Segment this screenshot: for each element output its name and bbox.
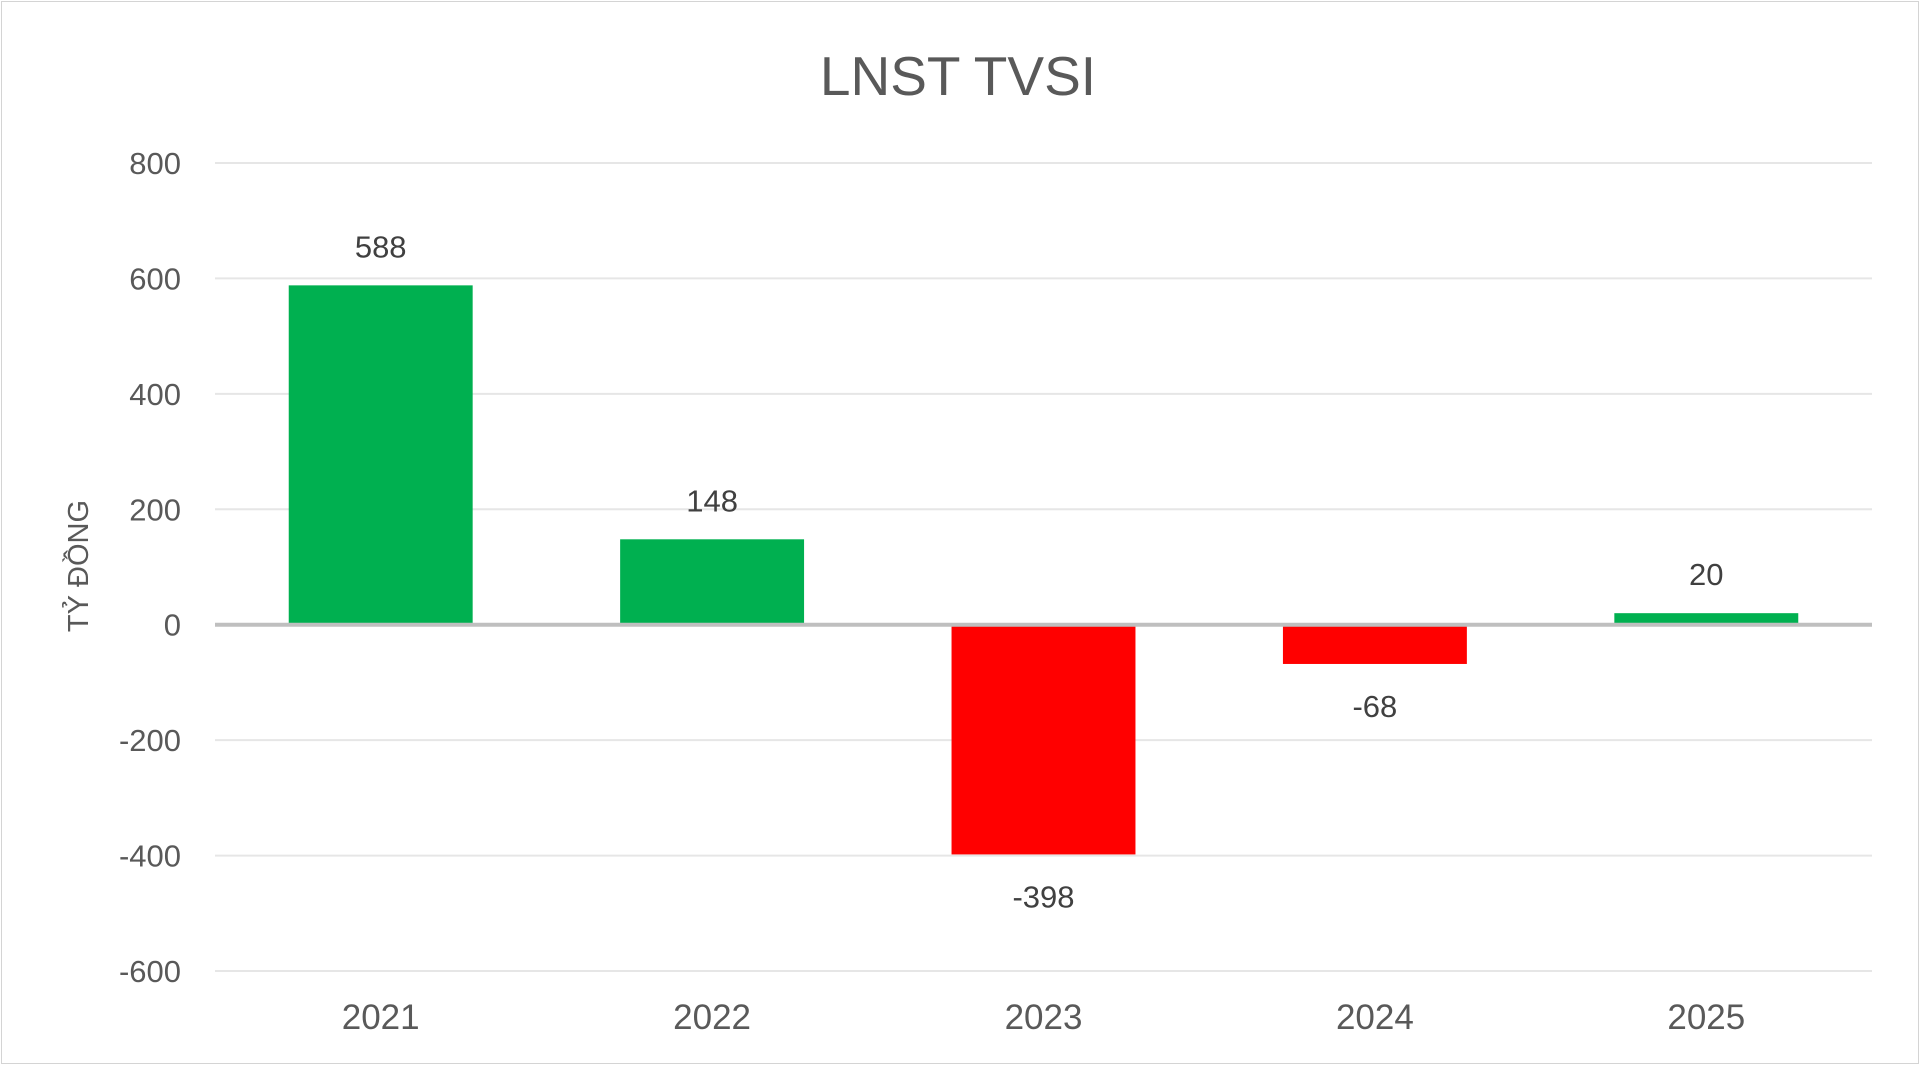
y-tick-label: 800 [129,146,181,181]
x-tick-label: 2023 [1005,998,1083,1037]
bar-2021 [288,285,473,625]
data-label-2021: 588 [355,229,407,264]
data-label-2025: 20 [1689,557,1723,592]
bar-2025 [1614,613,1799,625]
chart-title: LNST TVSI [820,45,1096,107]
y-axis-label: TỶ ĐỒNG [61,500,95,632]
bar-2024 [1282,624,1467,664]
y-axis-ticks: 800 600 400 200 0 -200 -400 -600 [119,146,181,989]
y-tick-label: -400 [119,839,181,874]
x-tick-label: 2024 [1336,998,1414,1037]
y-tick-label: 0 [164,608,181,643]
x-tick-label: 2021 [342,998,420,1037]
x-tick-label: 2025 [1667,998,1745,1037]
y-tick-label: 400 [129,377,181,412]
y-tick-label: -200 [119,723,181,758]
x-axis-ticks: 2021 2022 2023 2024 2025 [342,998,1745,1037]
data-labels: 588 148 -398 -68 20 [355,229,1724,914]
data-label-2024: -68 [1352,689,1397,724]
y-tick-label: 600 [129,261,181,296]
y-tick-label: 200 [129,492,181,527]
x-tick-label: 2022 [673,998,751,1037]
data-label-2022: 148 [686,483,738,518]
bar-2023 [951,624,1136,855]
data-label-2023: -398 [1012,879,1074,914]
bars [288,285,1799,855]
bar-2022 [620,539,805,625]
y-tick-label: -600 [119,954,181,989]
